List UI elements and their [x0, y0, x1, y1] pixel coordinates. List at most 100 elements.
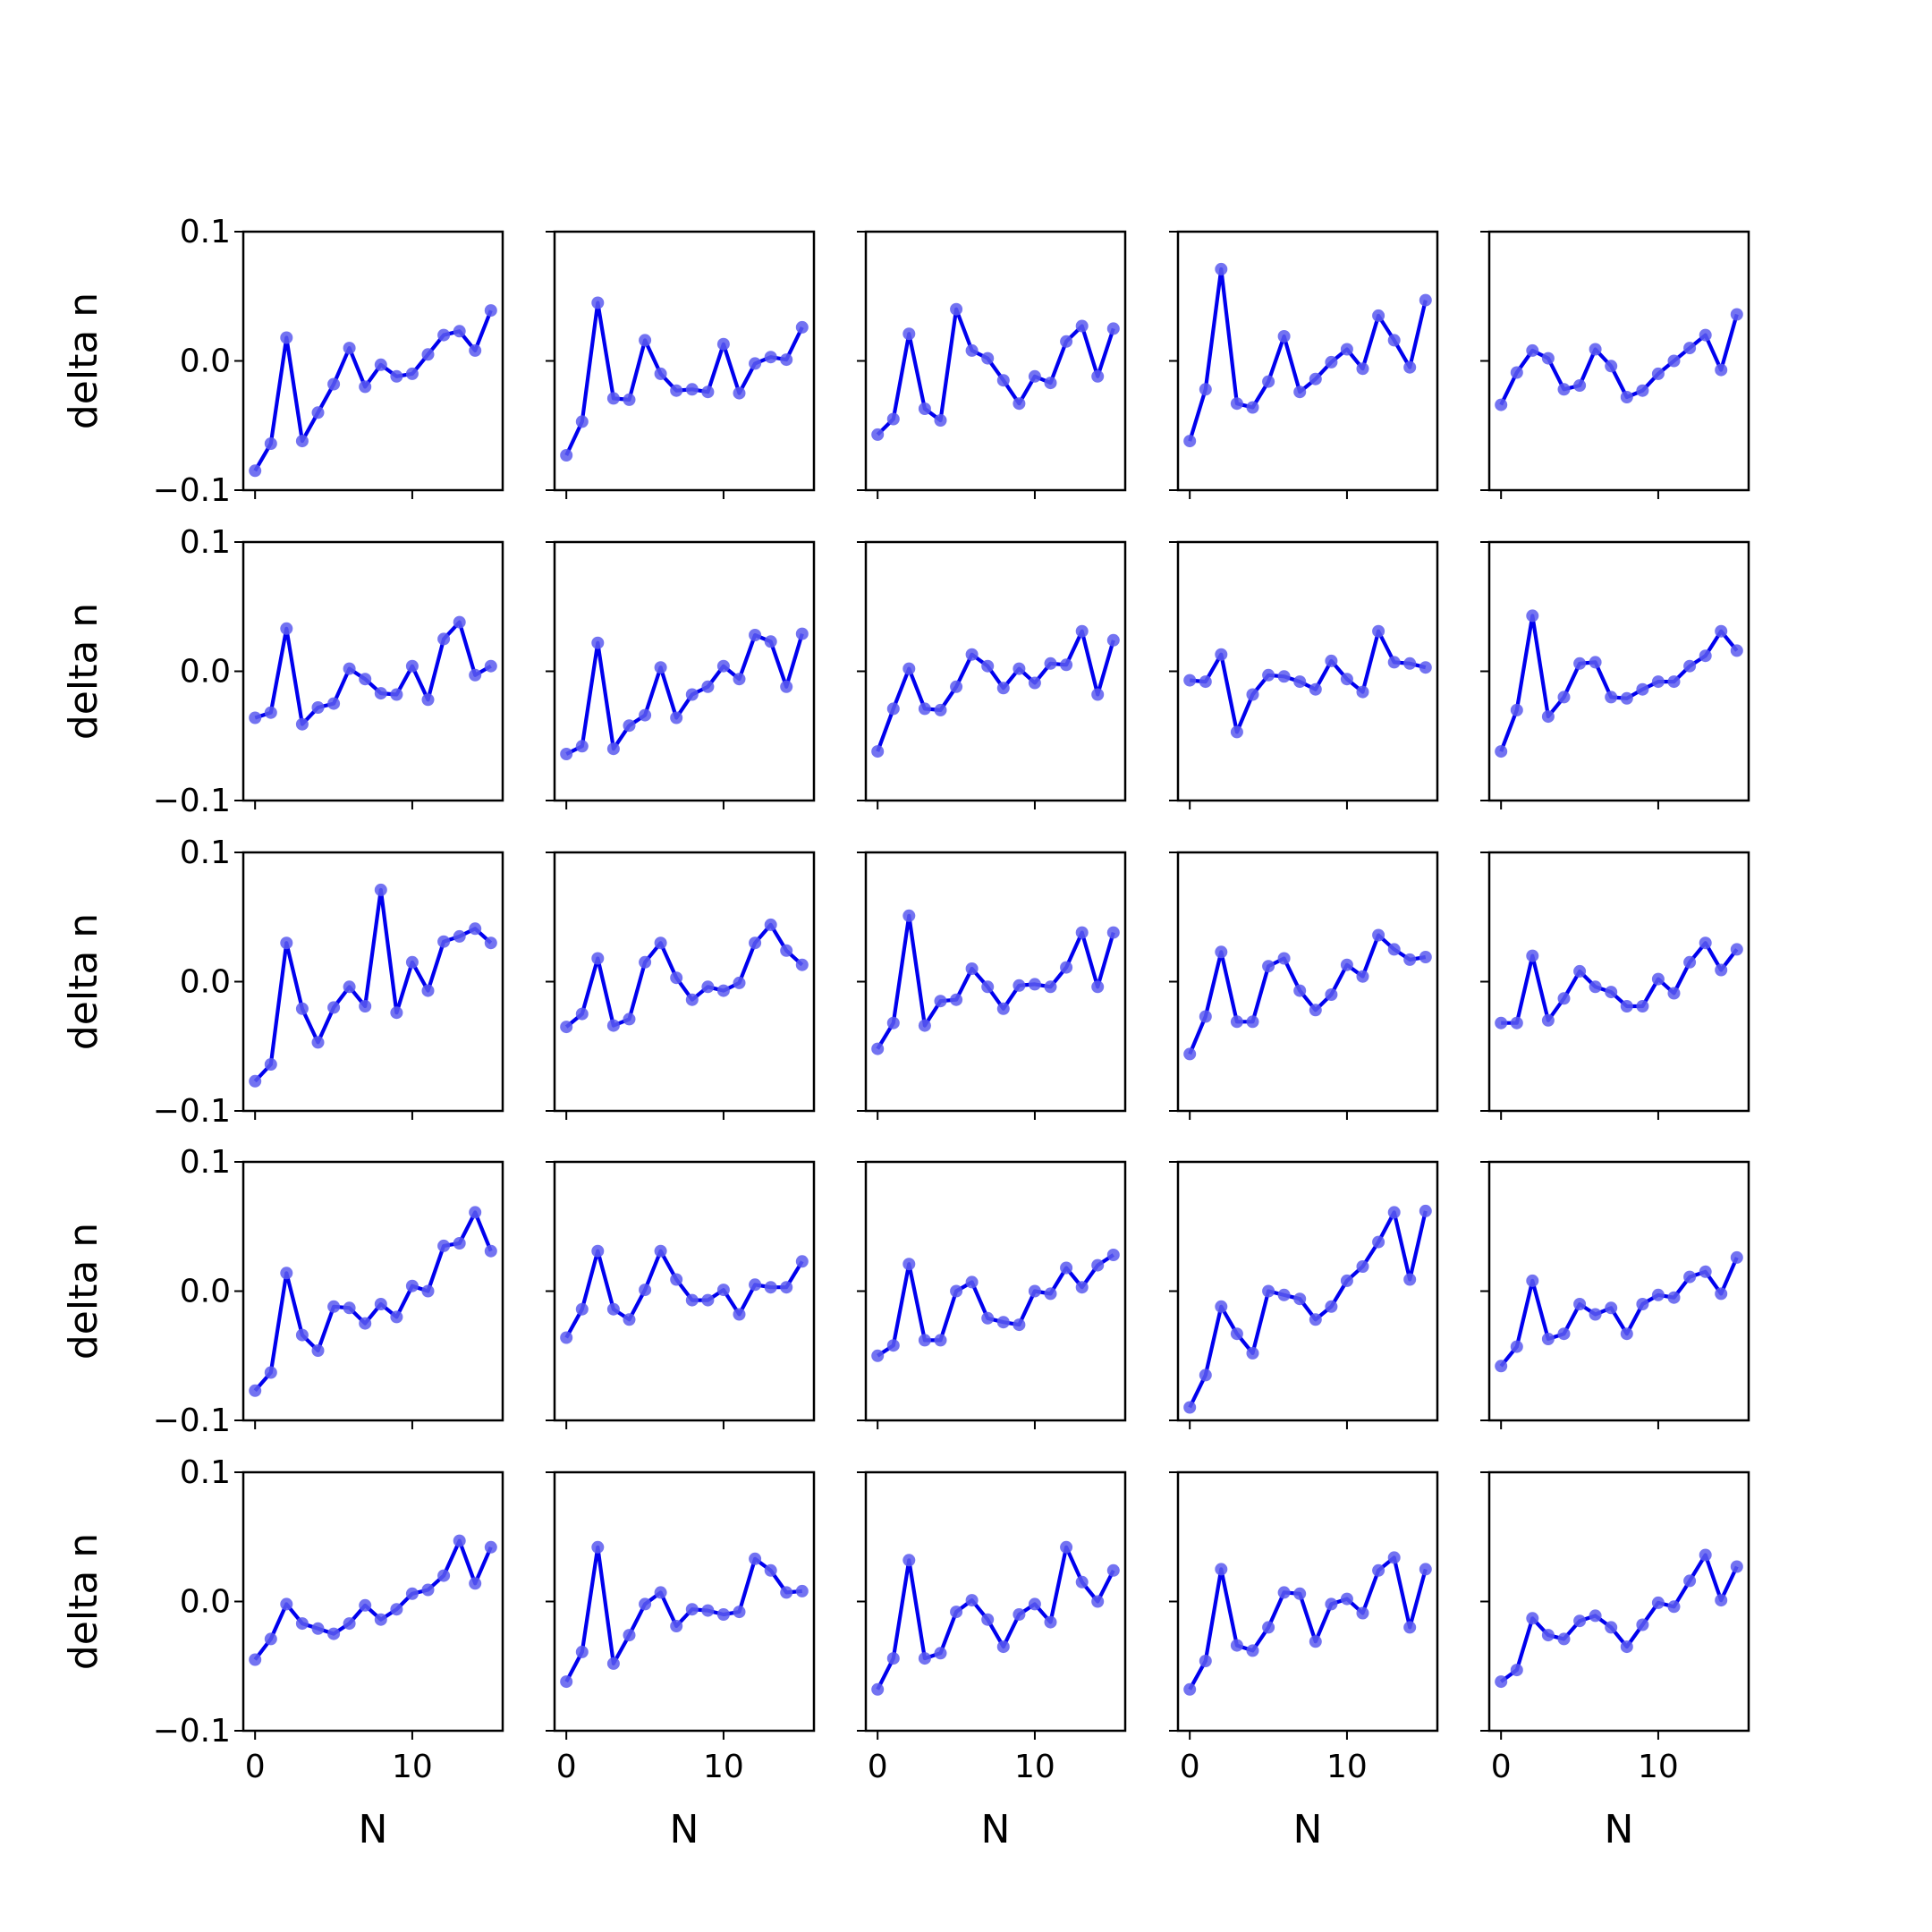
- data-point: [1183, 674, 1197, 687]
- data-point: [996, 1002, 1010, 1015]
- data-point: [1419, 293, 1432, 307]
- data-point: [950, 302, 963, 316]
- series-line: [1499, 1553, 1739, 1683]
- data-point: [1215, 648, 1228, 661]
- axes-frame: [242, 851, 504, 1113]
- series-line: [1499, 614, 1739, 752]
- axes-frame: [864, 1470, 1127, 1733]
- data-point: [1309, 372, 1322, 386]
- data-point: [795, 958, 809, 971]
- subplot-r5-c2: 0 10N: [546, 1470, 816, 1852]
- data-point: [311, 406, 325, 419]
- data-point: [343, 342, 356, 355]
- axes-frame: [1487, 230, 1750, 492]
- data-point: [437, 328, 451, 342]
- data-point: [421, 984, 435, 997]
- data-point: [1699, 328, 1712, 342]
- data-point: [1620, 1000, 1633, 1013]
- data-point: [1246, 688, 1259, 701]
- data-point: [453, 325, 466, 338]
- axes-frame: [553, 540, 816, 802]
- data-point: [1215, 1563, 1228, 1576]
- series-line: [876, 629, 1115, 752]
- data-point: [1526, 609, 1539, 623]
- data-point: [327, 377, 341, 391]
- data-point: [950, 680, 963, 693]
- y-tick-label: 0.0: [180, 964, 231, 1001]
- y-tick-label: 0.1: [180, 835, 231, 871]
- data-point: [606, 392, 620, 405]
- data-point: [359, 673, 372, 686]
- data-point: [934, 414, 947, 427]
- data-point: [1044, 1615, 1057, 1629]
- subplot-r2-c4: [1169, 540, 1439, 809]
- y-tick-label: −0.1: [153, 1093, 231, 1130]
- data-point: [1277, 330, 1291, 343]
- subplot-r2-c5: [1480, 540, 1750, 809]
- data-point: [670, 1620, 683, 1632]
- data-point: [1262, 1284, 1275, 1298]
- data-point: [1106, 1563, 1120, 1577]
- data-point: [1075, 624, 1089, 638]
- y-tick-label: −0.1: [153, 1713, 231, 1750]
- data-point: [1013, 1318, 1026, 1332]
- x-tick-label: 0: [1180, 1749, 1200, 1785]
- data-point: [405, 1587, 419, 1600]
- data-point: [560, 1021, 573, 1034]
- axes-frame: [864, 1160, 1127, 1422]
- data-point: [1372, 309, 1385, 322]
- data-point: [606, 1019, 620, 1032]
- data-point: [670, 711, 683, 724]
- data-point: [1246, 401, 1259, 414]
- data-point: [1106, 926, 1120, 939]
- data-point: [685, 1293, 699, 1307]
- data-point: [1262, 960, 1275, 973]
- data-point: [1730, 1560, 1743, 1573]
- data-point: [1372, 1563, 1385, 1577]
- axes-frame: [1176, 540, 1439, 802]
- data-point: [1293, 1292, 1307, 1306]
- data-point: [1419, 951, 1432, 963]
- data-point: [1013, 979, 1026, 992]
- data-point: [996, 374, 1010, 387]
- data-point: [1605, 360, 1618, 373]
- subplot-r1-c3: [857, 230, 1127, 499]
- data-point: [981, 352, 995, 365]
- y-tick-label: 0.0: [180, 1274, 231, 1310]
- axes-frame: [1487, 540, 1750, 802]
- data-point: [1199, 1655, 1212, 1667]
- y-tick-label: −0.1: [153, 1402, 231, 1439]
- data-point: [1277, 1586, 1291, 1599]
- data-point: [871, 745, 885, 758]
- data-point: [1510, 1340, 1523, 1353]
- data-point: [421, 1284, 435, 1298]
- data-point: [1715, 363, 1728, 377]
- data-point: [1683, 1574, 1697, 1588]
- data-point: [591, 1540, 605, 1554]
- data-point: [1541, 352, 1555, 365]
- series-line: [253, 1538, 493, 1661]
- data-point: [716, 1284, 730, 1297]
- data-point: [295, 1617, 309, 1631]
- data-point: [1356, 1606, 1369, 1620]
- data-point: [981, 980, 995, 994]
- subplot-r5-c5: 0 10N: [1480, 1470, 1750, 1852]
- subplot-r2-c2: [546, 540, 816, 809]
- data-point: [591, 636, 605, 649]
- data-point: [1683, 342, 1697, 355]
- data-point: [405, 659, 419, 673]
- x-axis-label: N: [670, 1807, 699, 1852]
- series-line: [1499, 1257, 1739, 1368]
- data-point: [871, 1682, 885, 1696]
- data-point: [280, 936, 293, 950]
- data-point: [685, 383, 699, 396]
- data-point: [1293, 1587, 1307, 1600]
- data-point: [1403, 360, 1417, 374]
- subplot-r4-c1: −0.1 0.0 0.1 delta n: [61, 1144, 504, 1439]
- data-point: [1199, 1010, 1212, 1023]
- data-point: [1028, 1284, 1041, 1298]
- y-tick-label: 0.1: [180, 524, 231, 561]
- data-point: [1667, 1291, 1681, 1304]
- data-point: [934, 703, 947, 716]
- axes-frame: [1487, 851, 1750, 1113]
